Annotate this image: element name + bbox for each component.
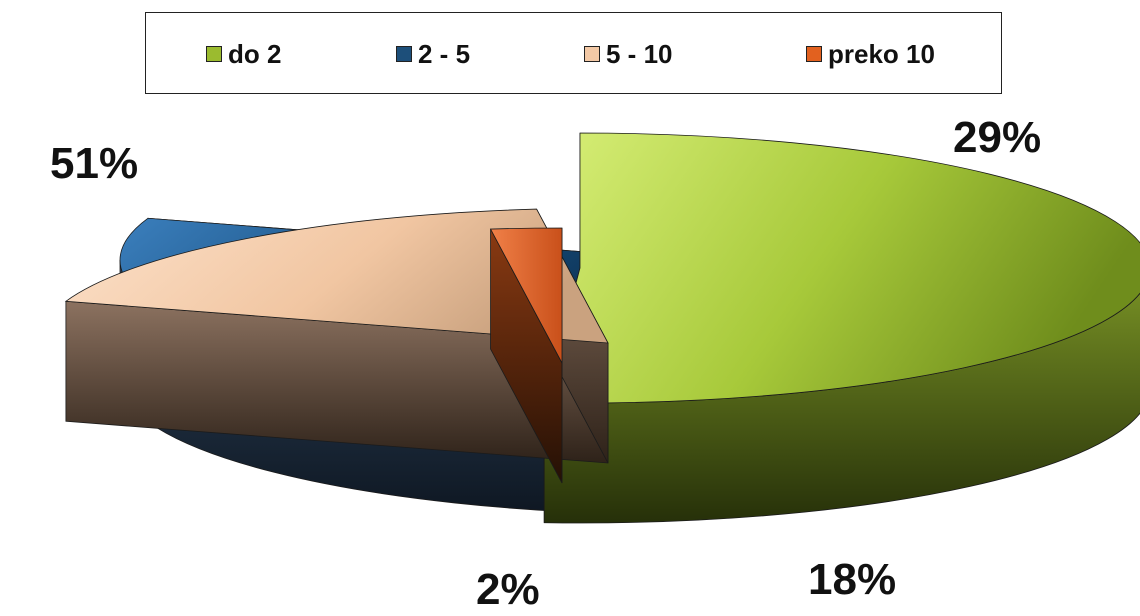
legend-item-0: do 2 (206, 39, 281, 69)
pie-slice-3-top (489, 227, 563, 364)
legend-item-1: 2 - 5 (396, 39, 470, 69)
legend-label-3: preko 10 (828, 38, 935, 69)
legend-label-1: 2 - 5 (418, 38, 471, 69)
pie-slice-2 (64, 208, 609, 464)
pie-slice-0-top (543, 132, 1140, 404)
legend-swatch-2 (584, 46, 600, 62)
legend: do 2 2 - 5 5 - 10 preko 10 (145, 12, 1002, 94)
data-label-0: 51% (50, 139, 139, 188)
legend-swatch-1 (396, 46, 412, 62)
pie-slice-3 (489, 227, 563, 484)
data-label-3: 2% (476, 565, 540, 614)
legend-item-3: preko 10 (806, 39, 935, 69)
pie-slice-2-top (64, 208, 609, 344)
legend-label-0: do 2 (228, 38, 282, 69)
pie-slice-0 (543, 132, 1140, 524)
data-label-2: 18% (808, 555, 897, 604)
legend-swatch-3 (806, 46, 822, 62)
legend-item-2: 5 - 10 (584, 39, 673, 69)
legend-label-2: 5 - 10 (606, 38, 673, 69)
data-label-1: 29% (953, 113, 1042, 162)
legend-swatch-0 (206, 46, 222, 62)
